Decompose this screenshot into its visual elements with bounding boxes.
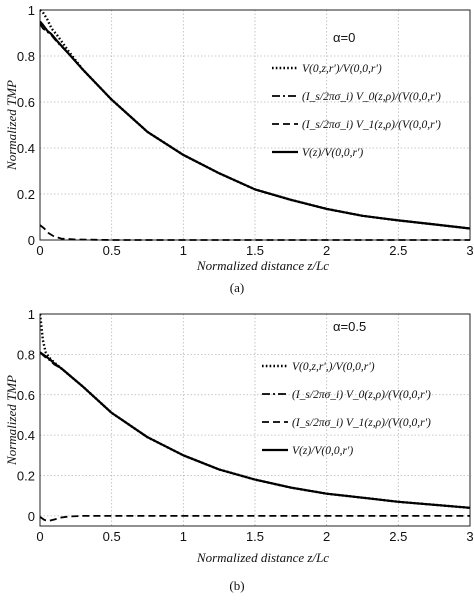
legend-label: (I_s/2πσ_i) V_1(z,ρ)/(V(0,0,r') [302,119,441,131]
x-tick-label: 1.5 [246,529,264,544]
x-tick-label: 2.5 [389,529,407,544]
y-tick-label: 0.6 [17,95,35,110]
x-tick-label: 1 [180,529,187,544]
series-group [40,313,470,522]
x-axis-label: Normalized distance z/Lc [196,258,329,273]
legend-label: V(0,z,r',)/V(0,0,r') [292,361,375,373]
y-tick-label: 0.4 [17,141,35,156]
series-line-solid [40,351,470,509]
x-axis-label: Normalized distance z/Lc [196,550,329,565]
x-tick-label: 3 [466,529,473,544]
legend-label: (I_s/2πσ_i) V_0(z,ρ)/(V(0,0,r') [292,389,431,401]
legend: V(0,z,r',)/V(0,0,r') (I_s/2πσ_i) V_0(z,ρ)… [262,361,431,457]
alpha-annotation: α=0 [333,30,355,45]
y-axis-label: Normalized TMP [4,375,19,466]
plot-frame [39,313,471,527]
y-tick-label: 1 [28,307,35,322]
legend-label: (I_s/2πσ_i) V_0(z,ρ)/(V(0,0,r') [302,91,441,103]
x-tick-label: 2 [323,529,330,544]
legend-label: (I_s/2πσ_i) V_1(z,ρ)/(V(0,0,r') [292,417,431,429]
series-group [40,9,470,241]
y-tick-label: 0.8 [17,347,35,362]
panel-caption: (b) [229,578,244,593]
y-tick-label: 0.4 [17,428,35,443]
y-tick-label: 0.8 [17,49,35,64]
legend-label: V(z)/V(0,0,r') [292,445,353,457]
x-tick-label: 2 [323,243,330,258]
x-tick-label: 1 [180,243,187,258]
y-tick-label: 1 [28,3,35,18]
x-tick-label: 1.5 [246,243,264,258]
y-tick-label: 0.2 [17,469,35,484]
x-tick-label: 2.5 [389,243,407,258]
series-line-dashed [40,514,470,522]
series-line-dashed [40,224,470,241]
series-line-solid [40,20,470,230]
chart-panel-a: 0 0.5 1 1.5 2 2.5 3 0 0.2 0.4 0.6 0.8 1 α=0 V(0,z,r')/… [4,3,474,295]
x-tick-label: 3 [466,243,473,258]
x-tick-label: 0 [36,529,43,544]
x-tick-label: 0.5 [103,529,121,544]
panel-caption: (a) [230,280,244,295]
legend: V(0,z,r')/V(0,0,r') (I_s/2πσ_i) V_0(z,ρ)/… [272,63,441,159]
y-tick-label: 0 [28,509,35,524]
y-tick-label: 0 [28,233,35,248]
plot-frame [39,9,471,241]
chart-panel-b: 0 0.5 1 1.5 2 2.5 3 0 0.2 0.4 0.6 0.8 1 α=0.5 V(0,z,r'… [4,307,474,593]
x-tick-label: 0 [36,243,43,258]
legend-label: V(0,z,r')/V(0,0,r') [302,63,382,75]
series-line-dotted [40,9,470,230]
y-tick-label: 0.2 [17,187,35,202]
x-tick-label: 0.5 [103,243,121,258]
alpha-annotation: α=0.5 [333,319,366,334]
y-tick-label: 0.6 [17,388,35,403]
legend-label: V(z)/V(0,0,r') [302,147,363,159]
y-axis-label: Normalized TMP [4,80,19,171]
